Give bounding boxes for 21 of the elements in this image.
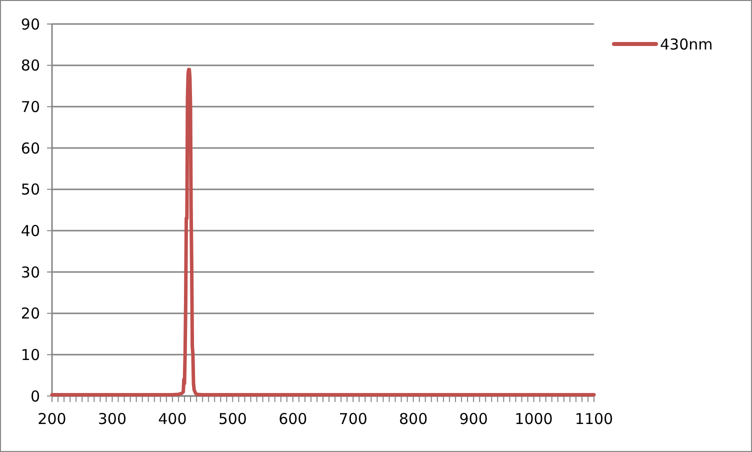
x-tick-label: 600 [278,410,308,428]
y-tick-label: 20 [20,304,40,323]
y-tick-label: 10 [20,346,40,364]
x-tick-label: 300 [98,410,127,428]
y-tick-label: 80 [20,56,40,75]
y-tick-label: 30 [20,263,40,282]
x-tick-label: 500 [218,410,247,428]
y-tick-label: 60 [20,139,40,158]
y-tick-label: 90 [20,15,40,34]
x-tick-label: 900 [459,410,488,428]
y-tick-label: 40 [20,222,40,240]
x-tick-label: 800 [399,410,428,428]
x-tick-label: 1000 [514,410,553,428]
x-tick-label: 400 [158,410,187,428]
y-tick-label: 50 [20,180,40,199]
legend-label: 430nm [660,35,713,54]
x-tick-label: 700 [338,410,368,428]
x-tick-label: 200 [38,410,66,428]
x-tick-label: 1100 [574,410,614,428]
y-tick-label: 0 [30,387,40,406]
y-tick-label: 70 [20,98,40,116]
